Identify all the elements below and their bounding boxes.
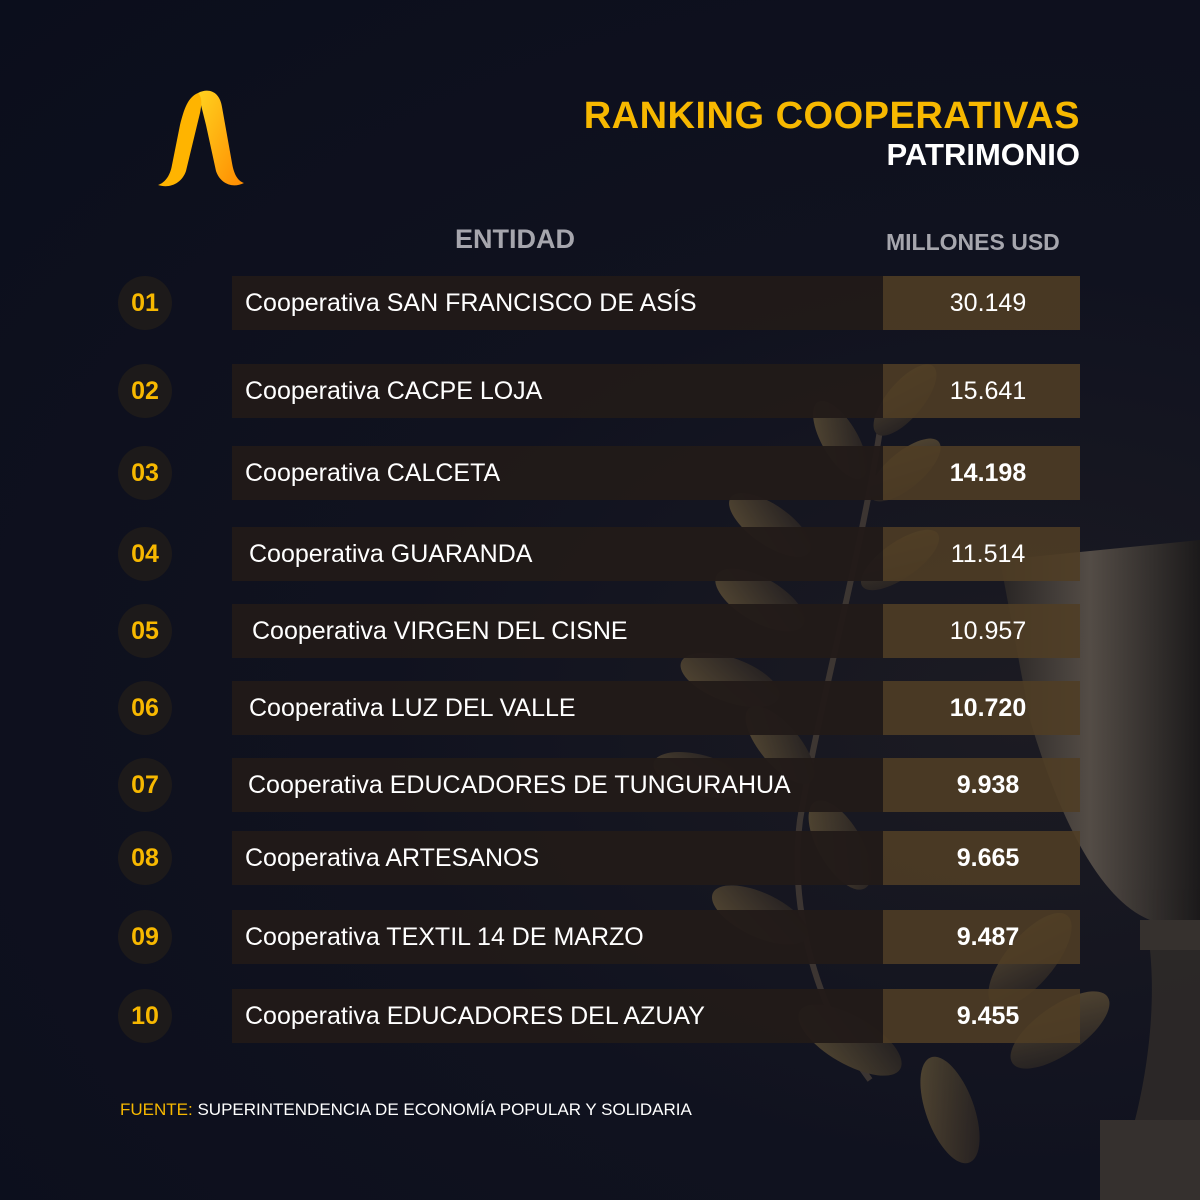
entity-bar [232, 276, 883, 330]
ranking-row: 01 Cooperativa SAN FRANCISCO DE ASÍS 30.… [0, 276, 1200, 330]
rank-badge: 01 [118, 276, 172, 330]
entity-bar [232, 527, 883, 581]
value-box [883, 364, 1080, 418]
rank-badge: 03 [118, 446, 172, 500]
value-box [883, 910, 1080, 964]
column-header-value: MILLONES USD [886, 229, 1060, 255]
rank-badge: 04 [118, 527, 172, 581]
ranking-row: 03 Cooperativa CALCETA 14.198 [0, 446, 1200, 500]
entity-bar [232, 910, 883, 964]
rank-badge: 09 [118, 910, 172, 964]
entity-name: Cooperativa LUZ DEL VALLE [249, 694, 576, 722]
value-text: 11.514 [950, 540, 1026, 568]
page-title: RANKING COOPERATIVAS [583, 95, 1080, 137]
rank-badge: 07 [118, 758, 172, 812]
ranking-row: 08 Cooperativa ARTESANOS 9.665 [0, 831, 1200, 885]
entity-bar [232, 989, 883, 1043]
entity-bar [232, 831, 883, 885]
value-text: 10.720 [949, 694, 1027, 722]
entity-bar [232, 446, 883, 500]
value-text: 9.487 [956, 923, 1020, 951]
ranking-row: 04 Cooperativa GUARANDA 11.514 [0, 527, 1200, 581]
ranking-row: 07 Cooperativa EDUCADORES DE TUNGURAHUA … [0, 758, 1200, 812]
value-box [883, 758, 1080, 812]
value-text: 30.149 [949, 289, 1027, 317]
entity-name: Cooperativa EDUCADORES DE TUNGURAHUA [248, 771, 791, 799]
ranking-row: 10 Cooperativa EDUCADORES DEL AZUAY 9.45… [0, 989, 1200, 1043]
entity-name: Cooperativa TEXTIL 14 DE MARZO [245, 923, 644, 951]
entity-name: Cooperativa GUARANDA [249, 540, 533, 568]
entity-name: Cooperativa VIRGEN DEL CISNE [252, 617, 628, 645]
ranking-row: 02 Cooperativa CACPE LOJA 15.641 [0, 364, 1200, 418]
page-subtitle: PATRIMONIO [886, 137, 1080, 172]
ranking-row: 09 Cooperativa TEXTIL 14 DE MARZO 9.487 [0, 910, 1200, 964]
rank-badge: 06 [118, 681, 172, 735]
value-text: 9.455 [956, 1002, 1020, 1030]
source-text: SUPERINTENDENCIA DE ECONOMÍA POPULAR Y S… [197, 1100, 692, 1119]
value-box [883, 989, 1080, 1043]
ranking-row: 06 Cooperativa LUZ DEL VALLE 10.720 [0, 681, 1200, 735]
value-box [883, 604, 1080, 658]
entity-name: Cooperativa CACPE LOJA [245, 377, 543, 405]
entity-name: Cooperativa SAN FRANCISCO DE ASÍS [245, 289, 697, 317]
value-box [883, 681, 1080, 735]
ranking-row: 05 Cooperativa VIRGEN DEL CISNE 10.957 [0, 604, 1200, 658]
entity-name: Cooperativa CALCETA [245, 459, 501, 487]
rank-badge: 05 [118, 604, 172, 658]
entity-bar [232, 364, 883, 418]
entity-name: Cooperativa EDUCADORES DEL AZUAY [245, 1002, 705, 1030]
value-box [883, 831, 1080, 885]
brand-logo-icon [158, 90, 244, 187]
entity-bar [232, 604, 883, 658]
value-text: 9.938 [956, 771, 1020, 799]
rank-badge: 02 [118, 364, 172, 418]
rank-badge: 08 [118, 831, 172, 885]
value-text: 15.641 [949, 377, 1027, 405]
value-box [883, 276, 1080, 330]
value-text: 10.957 [949, 617, 1027, 645]
column-header-entity: ENTIDAD [455, 224, 575, 254]
value-text: 9.665 [956, 844, 1020, 872]
source-label: FUENTE: [120, 1100, 193, 1119]
source-note: FUENTE: SUPERINTENDENCIA DE ECONOMÍA POP… [120, 1100, 692, 1120]
value-text: 14.198 [949, 459, 1027, 487]
entity-bar [232, 758, 883, 812]
value-box [883, 446, 1080, 500]
entity-name: Cooperativa ARTESANOS [245, 844, 540, 872]
entity-bar [232, 681, 883, 735]
rank-badge: 10 [118, 989, 172, 1043]
value-box [883, 527, 1080, 581]
